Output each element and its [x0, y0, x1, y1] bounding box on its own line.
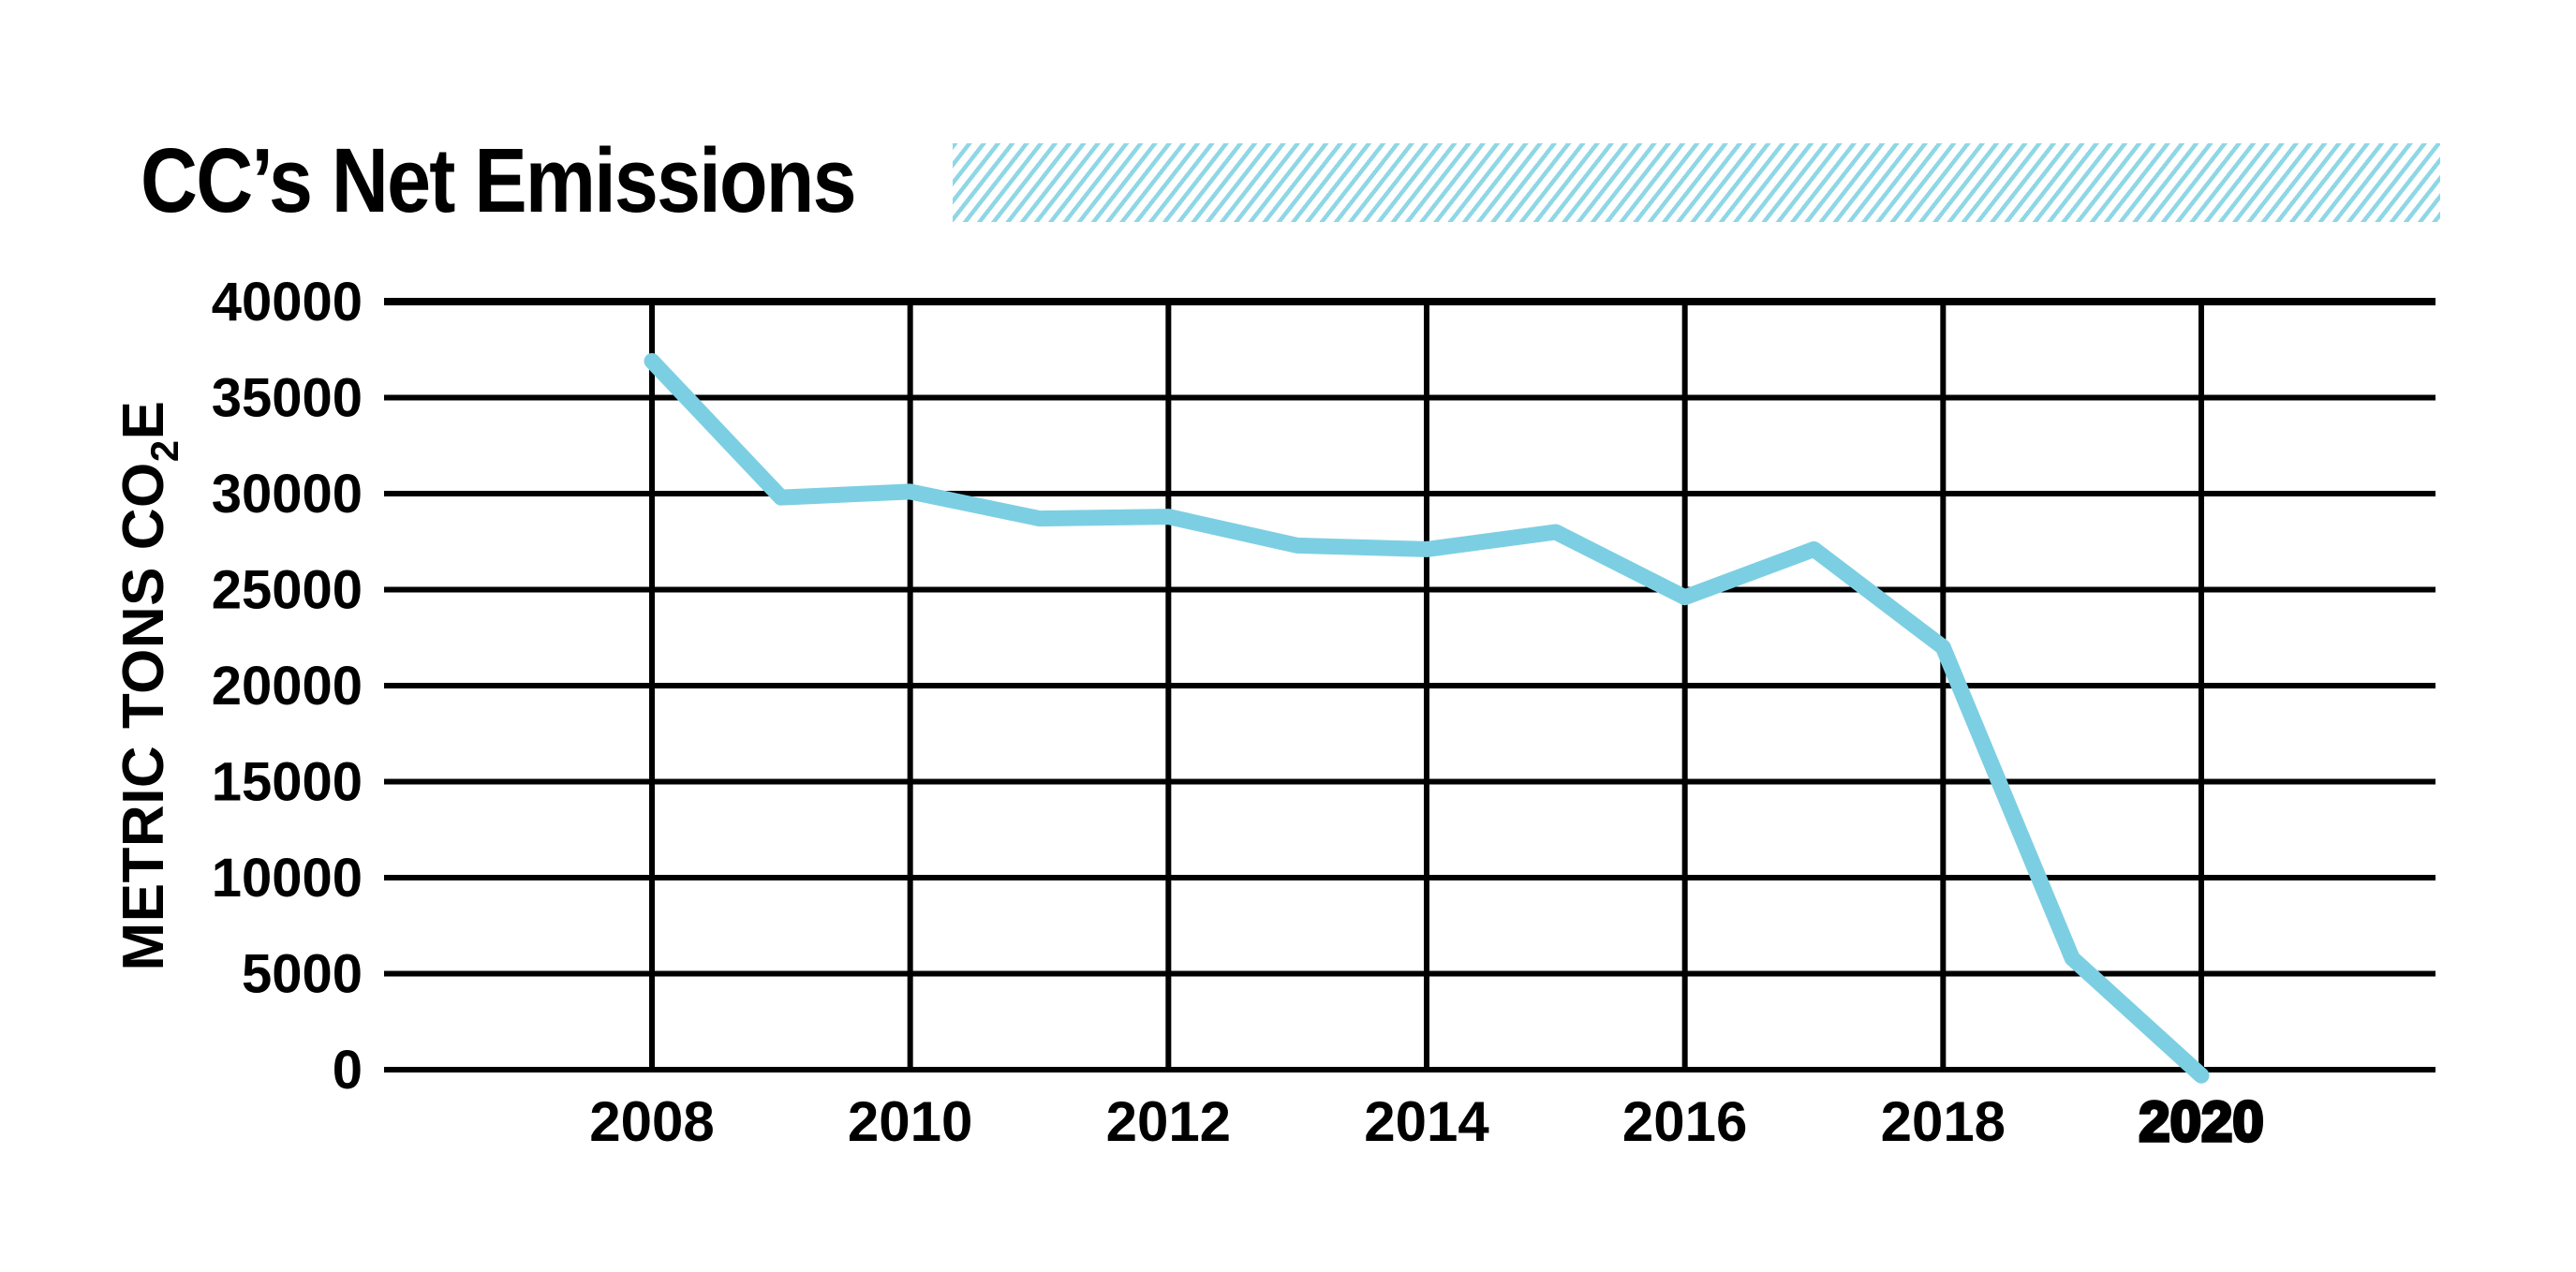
- x-tick-label-2016: 2016: [1622, 1090, 1747, 1153]
- y-axis-title: METRIC TONS CO2E: [111, 401, 186, 971]
- y-tick-label-40000: 40000: [212, 272, 363, 333]
- y-tick-label-25000: 25000: [212, 560, 363, 621]
- y-tick-label-35000: 35000: [212, 368, 363, 429]
- y-tick-label-20000: 20000: [212, 656, 363, 717]
- striped-banner-decoration: [953, 143, 2440, 222]
- page-title: CC’s Net Emissions: [141, 129, 857, 231]
- x-tick-label-2010: 2010: [848, 1090, 972, 1153]
- y-tick-label-30000: 30000: [212, 464, 363, 525]
- x-tick-label-2008: 2008: [589, 1090, 714, 1153]
- x-tick-label-2018: 2018: [1881, 1090, 2006, 1153]
- x-tick-label-2012: 2012: [1106, 1090, 1231, 1153]
- emissions-data-line: [644, 353, 2210, 1084]
- y-tick-label-0: 0: [333, 1040, 363, 1101]
- y-tick-label-15000: 15000: [212, 752, 363, 813]
- y-tick-label-10000: 10000: [212, 848, 363, 909]
- x-tick-label-emphasized-2020: 2020: [2139, 1090, 2263, 1153]
- x-tick-label-2014: 2014: [1364, 1090, 1489, 1153]
- y-tick-label-5000: 5000: [242, 944, 363, 1005]
